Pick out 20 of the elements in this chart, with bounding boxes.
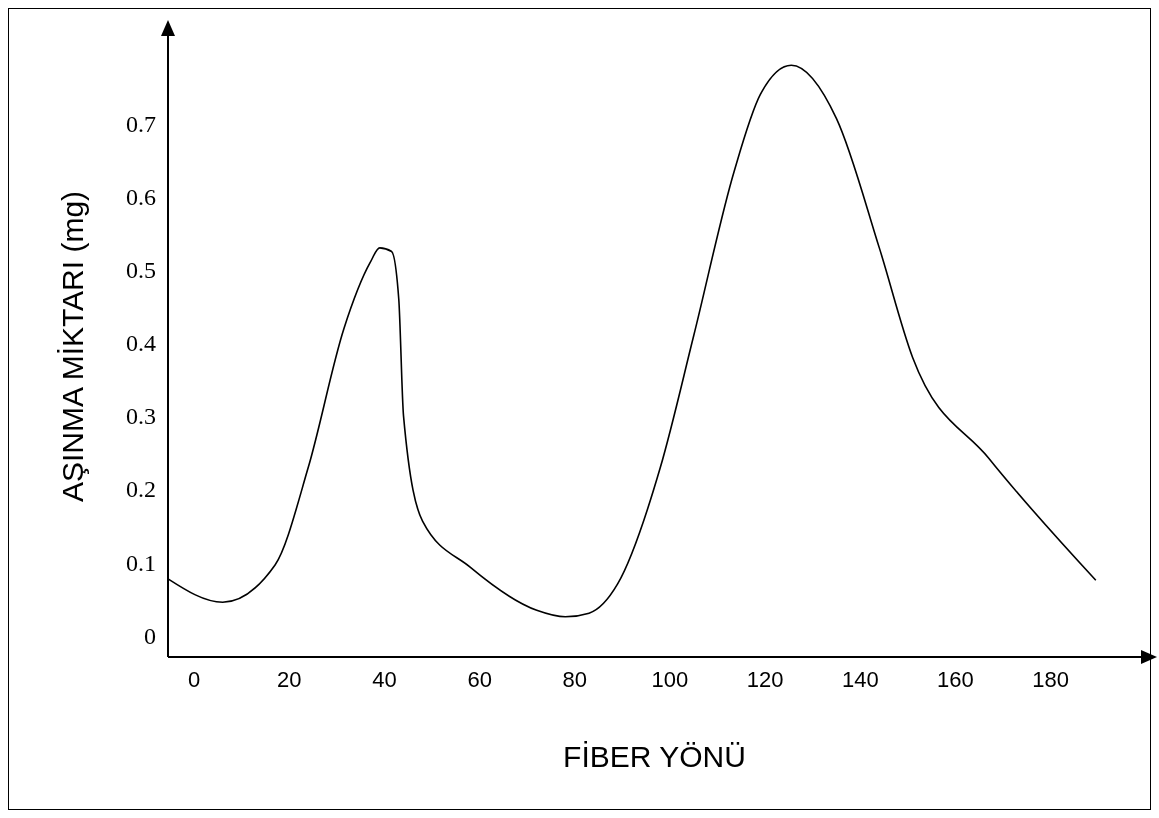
x-tick-label: 0 (188, 666, 201, 692)
y-tick-label: 0.2 (126, 476, 156, 503)
x-tick-label: 160 (937, 666, 974, 692)
y-tick-label: 0.1 (126, 549, 156, 576)
y-axis-title: AŞINMA MİKTARI (mg) (55, 190, 89, 503)
y-tick-label: 0.4 (126, 330, 156, 357)
x-tick-label: 80 (562, 666, 588, 692)
x-tick-label: 120 (746, 666, 784, 692)
y-tick-label: 0.3 (126, 403, 156, 430)
x-tick-label: 140 (841, 666, 879, 692)
x-tick-label: 100 (651, 666, 689, 692)
x-tick-label: 60 (467, 666, 492, 692)
x-tick-label: 20 (277, 666, 302, 692)
y-tick-label: 0 (144, 622, 156, 649)
x-axis-title: FİBER YÖNÜ (563, 740, 746, 773)
y-tick-label: 0.5 (126, 257, 156, 284)
x-tick-label: 180 (1032, 666, 1069, 692)
y-tick-label: 0.7 (126, 111, 156, 138)
x-tick-label: 40 (372, 666, 397, 692)
y-tick-label: 0.6 (126, 184, 156, 211)
